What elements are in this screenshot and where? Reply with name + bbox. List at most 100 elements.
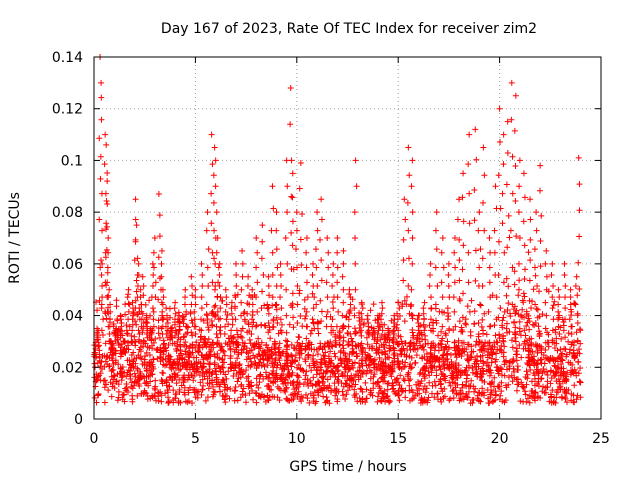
data-point — [217, 368, 224, 375]
data-point — [93, 377, 100, 384]
data-point — [324, 364, 331, 371]
data-point — [536, 313, 543, 320]
data-point — [249, 286, 256, 293]
data-point — [433, 319, 440, 326]
data-point — [444, 305, 451, 312]
data-point — [329, 271, 336, 278]
data-point — [208, 131, 215, 138]
data-point — [159, 380, 166, 387]
data-point — [479, 352, 486, 359]
data-point — [310, 260, 317, 267]
data-point — [250, 352, 257, 359]
data-point — [496, 105, 503, 112]
data-point — [174, 361, 181, 368]
data-point — [192, 331, 199, 338]
data-point — [444, 356, 451, 363]
data-point — [231, 388, 238, 395]
data-point — [277, 327, 284, 334]
data-point — [217, 324, 224, 331]
data-point — [103, 198, 110, 205]
data-point — [426, 283, 433, 290]
data-point — [573, 329, 580, 336]
data-point — [231, 397, 238, 404]
data-point — [273, 306, 280, 313]
data-point — [115, 388, 122, 395]
data-point — [205, 327, 212, 334]
data-point — [254, 279, 261, 286]
data-point — [176, 326, 183, 333]
data-point — [425, 368, 432, 375]
data-point — [123, 327, 130, 334]
data-point — [133, 288, 140, 295]
data-point — [240, 368, 247, 375]
data-point — [439, 335, 446, 342]
data-point — [318, 257, 325, 264]
data-point — [420, 346, 427, 353]
data-point — [348, 372, 355, 379]
data-point — [371, 336, 378, 343]
data-point — [301, 296, 308, 303]
data-point — [390, 319, 397, 326]
data-point — [99, 260, 106, 267]
data-point — [513, 376, 520, 383]
data-point — [183, 308, 190, 315]
data-point — [334, 235, 341, 241]
data-point — [561, 345, 568, 352]
data-point — [283, 312, 290, 319]
data-point — [359, 305, 366, 312]
data-point — [379, 364, 386, 371]
data-point — [409, 312, 416, 319]
data-point — [321, 382, 328, 389]
data-point — [567, 294, 574, 301]
data-point — [159, 301, 166, 308]
data-point — [309, 316, 316, 323]
data-point — [511, 127, 518, 134]
data-point — [516, 277, 523, 284]
data-point — [347, 294, 354, 301]
data-point — [535, 382, 542, 389]
data-point — [228, 338, 235, 345]
data-point — [542, 260, 549, 267]
data-point — [431, 363, 438, 370]
data-point — [438, 370, 445, 377]
data-point — [415, 319, 422, 326]
data-point — [451, 279, 458, 286]
data-point — [134, 367, 141, 374]
y-tick-label: 0 — [74, 412, 83, 428]
data-point — [513, 345, 520, 352]
data-point — [520, 383, 527, 390]
data-point — [343, 381, 350, 388]
data-point — [196, 372, 203, 379]
data-point — [288, 193, 295, 200]
data-point — [320, 352, 327, 359]
data-point — [353, 353, 360, 360]
data-point — [328, 357, 335, 364]
data-point — [488, 369, 495, 376]
data-point — [171, 358, 178, 365]
data-point — [314, 283, 321, 290]
data-point — [574, 319, 581, 326]
data-point — [480, 144, 487, 151]
data-point — [117, 365, 124, 372]
y-tick-label: 0.02 — [52, 360, 83, 376]
data-point — [464, 341, 471, 348]
data-point — [266, 394, 273, 401]
data-point — [351, 209, 358, 216]
data-point — [321, 357, 328, 364]
data-point — [288, 363, 295, 370]
data-point — [288, 302, 295, 309]
data-point — [176, 356, 183, 363]
data-point — [541, 368, 548, 375]
data-point — [468, 354, 475, 361]
data-point — [110, 376, 117, 383]
x-tick-label: 10 — [288, 431, 306, 447]
data-point — [476, 209, 483, 216]
data-point — [96, 347, 103, 354]
data-point — [150, 271, 157, 278]
data-point — [324, 235, 331, 241]
data-point — [296, 396, 303, 403]
data-point — [141, 356, 148, 363]
data-point — [558, 335, 565, 342]
data-point — [233, 271, 240, 278]
data-point — [537, 237, 544, 244]
